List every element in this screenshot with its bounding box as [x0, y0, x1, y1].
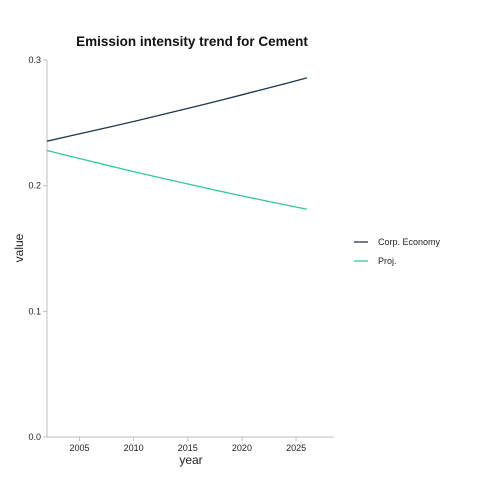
series-lines: [47, 78, 307, 209]
x-tick-label: 2005: [69, 443, 89, 453]
y-tick-label: 0.1: [28, 306, 41, 316]
plot-area: 0.0 0.1 0.2 0.3 2005 2010 2015 2020 2025: [28, 55, 334, 453]
legend-label-2: Proj.: [378, 256, 397, 266]
legend-label-1: Corp. Economy: [378, 237, 441, 247]
y-ticks: 0.0 0.1 0.2 0.3: [28, 55, 47, 442]
x-tick-label: 2015: [178, 443, 198, 453]
x-tick-label: 2010: [124, 443, 144, 453]
series-line-1: [47, 78, 307, 141]
x-axis-label: year: [179, 453, 202, 467]
y-tick-label: 0.0: [28, 432, 41, 442]
x-tick-label: 2020: [232, 443, 252, 453]
x-ticks: 2005 2010 2015 2020 2025: [69, 437, 306, 453]
x-tick-label: 2025: [286, 443, 306, 453]
chart-title: Emission intensity trend for Cement: [76, 34, 308, 49]
legend: Corp. Economy Proj.: [354, 237, 441, 266]
y-tick-label: 0.2: [28, 181, 41, 191]
series-line-2: [47, 150, 307, 209]
y-axis-label: value: [12, 233, 26, 262]
y-tick-label: 0.3: [28, 55, 41, 65]
